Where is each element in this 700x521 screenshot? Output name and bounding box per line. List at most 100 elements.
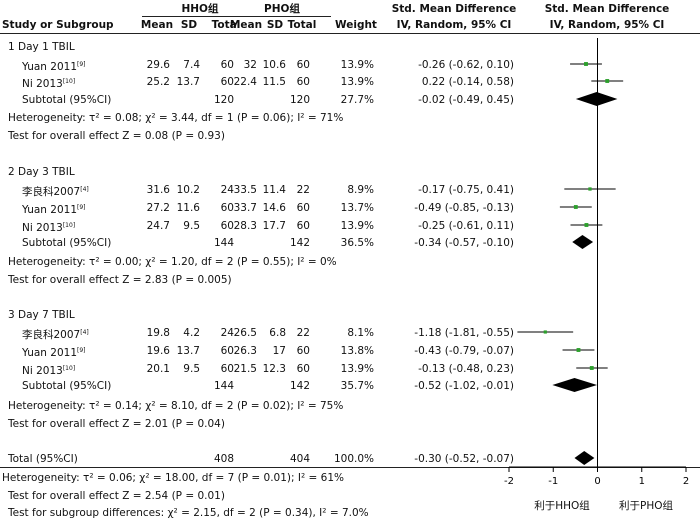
mean-2: 26.5	[233, 327, 257, 339]
subgroup-differences: Test for subgroup differences: χ² = 2.15…	[8, 507, 369, 519]
sd-2: 12.3	[262, 363, 286, 375]
weight: 8.9%	[347, 184, 374, 196]
total-1: 60	[220, 220, 234, 232]
study-name: Yuan 2011[9]	[22, 61, 86, 73]
col-total-1: Total	[211, 19, 241, 31]
ci: 0.22 (-0.14, 0.58)	[421, 76, 514, 88]
x-tick-label: 0	[594, 476, 600, 487]
study-marker	[576, 348, 581, 352]
subtotal-weight: 36.5%	[340, 237, 374, 249]
study-marker	[573, 205, 578, 209]
header-rule	[0, 33, 700, 34]
ci: -0.26 (-0.62, 0.10)	[418, 59, 514, 71]
col-sd-1: SD	[180, 19, 198, 31]
overall-effect-text: Test for overall effect Z = 2.83 (P = 0.…	[8, 274, 232, 286]
mean-1: 20.1	[146, 363, 170, 375]
favours-left-label: 利于HHO组	[534, 500, 590, 512]
weight: 8.1%	[347, 327, 374, 339]
total-2: 60	[296, 59, 310, 71]
total-2: 60	[296, 76, 310, 88]
pooled-diamond	[572, 235, 594, 249]
mean-2: 21.5	[233, 363, 257, 375]
col-total-2: Total	[287, 19, 317, 31]
mean-2: 33.7	[233, 202, 257, 214]
subtotal-ci: -0.34 (-0.57, -0.10)	[414, 237, 514, 249]
ci: -0.17 (-0.75, 0.41)	[418, 184, 514, 196]
heterogeneity-text: Heterogeneity: τ² = 0.14; χ² = 8.10, df …	[8, 400, 344, 412]
mean-2: 22.4	[233, 76, 257, 88]
pooled-diamond	[574, 451, 595, 465]
ci: -1.18 (-1.81, -0.55)	[414, 327, 514, 339]
sd-1: 9.5	[183, 220, 200, 232]
subgroup-title: 1 Day 1 TBIL	[8, 41, 75, 53]
total-weight: 100.0%	[333, 453, 374, 465]
total-overall-effect: Test for overall effect Z = 2.54 (P = 0.…	[8, 490, 225, 502]
pooled-diamond	[575, 92, 618, 106]
col-ci: IV, Random, 95% CI	[396, 19, 512, 31]
sd-1: 13.7	[176, 76, 200, 88]
total-n1: 408	[213, 453, 234, 465]
subtotal-n2: 120	[289, 94, 310, 106]
total-2: 60	[296, 220, 310, 232]
mean-1: 19.6	[146, 345, 170, 357]
sd-2: 17	[272, 345, 286, 357]
total-1: 24	[220, 184, 234, 196]
weight: 13.7%	[340, 202, 374, 214]
group2-header: PHO组	[264, 3, 300, 15]
bottom-rule	[0, 467, 700, 468]
total-1: 24	[220, 327, 234, 339]
weight: 13.9%	[340, 59, 374, 71]
sd-1: 13.7	[176, 345, 200, 357]
subtotal-n1: 144	[213, 237, 234, 249]
ci: -0.13 (-0.48, 0.23)	[418, 363, 514, 375]
group1-underline	[142, 16, 240, 17]
x-tick-label: 1	[639, 476, 645, 487]
mean-1: 24.7	[146, 220, 170, 232]
total-2: 60	[296, 202, 310, 214]
total-2: 60	[296, 363, 310, 375]
subtotal-ci: -0.52 (-1.02, -0.01)	[414, 380, 514, 392]
study-name: Ni 2013[10]	[22, 365, 76, 377]
total-2: 22	[296, 327, 310, 339]
subgroup-title: 3 Day 7 TBIL	[8, 309, 75, 321]
sd-2: 11.4	[262, 184, 286, 196]
effect-header-left: Std. Mean Difference	[391, 3, 517, 15]
group2-underline	[233, 16, 331, 17]
weight: 13.9%	[340, 220, 374, 232]
heterogeneity-text: Heterogeneity: τ² = 0.08; χ² = 3.44, df …	[8, 112, 344, 124]
total-n2: 404	[289, 453, 310, 465]
col-mean-2: Mean	[229, 19, 263, 31]
total-1: 60	[220, 345, 234, 357]
subtotal-weight: 35.7%	[340, 380, 374, 392]
sd-1: 7.4	[183, 59, 200, 71]
study-name: Ni 2013[10]	[22, 78, 76, 90]
overall-effect-text: Test for overall effect Z = 2.01 (P = 0.…	[8, 418, 225, 430]
col-weight: Weight	[335, 19, 377, 31]
subtotal-label: Subtotal (95%CI)	[22, 94, 112, 106]
mean-1: 31.6	[146, 184, 170, 196]
sd-1: 9.5	[183, 363, 200, 375]
mean-1: 25.2	[146, 76, 170, 88]
sd-1: 4.2	[183, 327, 200, 339]
subtotal-n2: 142	[289, 380, 310, 392]
sd-2: 6.8	[269, 327, 286, 339]
pooled-diamond	[552, 378, 598, 392]
x-tick-label: 2	[683, 476, 689, 487]
col-sd-2: SD	[266, 19, 284, 31]
sd-1: 11.6	[176, 202, 200, 214]
total-2: 22	[296, 184, 310, 196]
ci: -0.49 (-0.85, -0.13)	[414, 202, 514, 214]
subtotal-ci: -0.02 (-0.49, 0.45)	[418, 94, 514, 106]
subgroup-title: 2 Day 3 TBIL	[8, 166, 75, 178]
mean-2: 32	[243, 59, 257, 71]
subtotal-n1: 144	[213, 380, 234, 392]
total-1: 60	[220, 363, 234, 375]
subtotal-n1: 120	[213, 94, 234, 106]
col-study: Study or Subgroup	[2, 19, 114, 31]
group1-header: HHO组	[181, 3, 219, 15]
subtotal-label: Subtotal (95%CI)	[22, 237, 112, 249]
sd-2: 14.6	[262, 202, 286, 214]
total-1: 60	[220, 202, 234, 214]
study-marker	[584, 223, 589, 227]
total-ci: -0.30 (-0.52, -0.07)	[414, 453, 514, 465]
